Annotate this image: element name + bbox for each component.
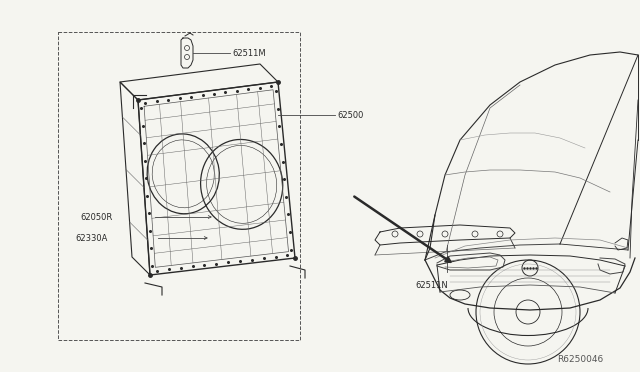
Text: 62511N: 62511N [415, 280, 448, 289]
Text: R6250046: R6250046 [557, 356, 603, 365]
Text: 62500: 62500 [337, 110, 364, 119]
Text: 62511M: 62511M [232, 48, 266, 58]
Text: 62050R: 62050R [80, 212, 112, 221]
Text: 62330A: 62330A [75, 234, 108, 243]
